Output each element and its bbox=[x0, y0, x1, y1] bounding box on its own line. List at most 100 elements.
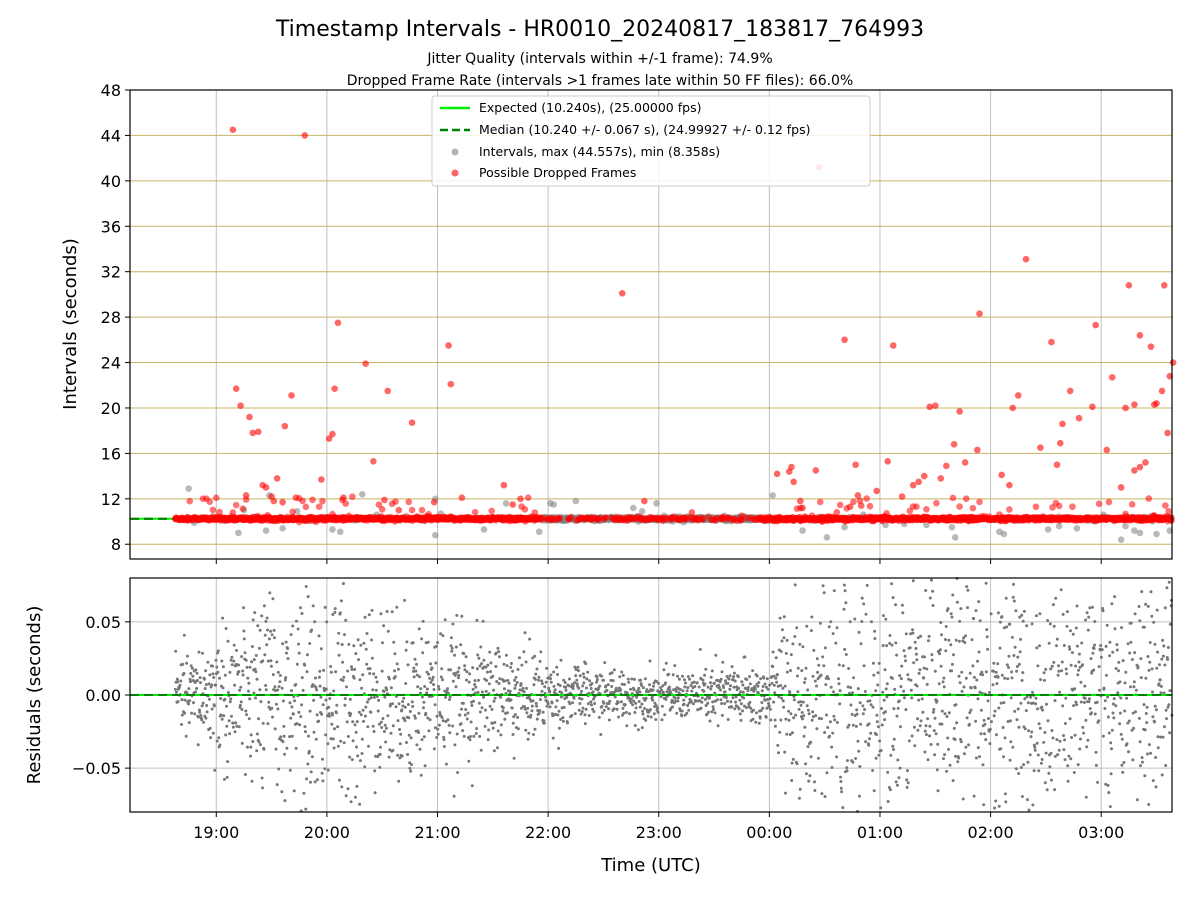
intervals-y-tick-label: 48 bbox=[101, 81, 121, 100]
residual-point bbox=[398, 742, 402, 746]
residual-point bbox=[353, 667, 357, 671]
residual-point bbox=[333, 727, 336, 731]
residual-point bbox=[385, 610, 389, 613]
residual-point bbox=[730, 665, 734, 669]
residual-point bbox=[792, 698, 796, 702]
residual-point bbox=[348, 755, 352, 759]
residual-point bbox=[580, 689, 583, 693]
residual-point bbox=[774, 676, 778, 680]
residual-point bbox=[607, 718, 611, 722]
legend-dropped-swatch bbox=[451, 169, 459, 177]
interval-point bbox=[1122, 522, 1129, 530]
dropped-frame-point bbox=[1009, 404, 1017, 412]
residual-point bbox=[767, 704, 771, 708]
residual-point bbox=[893, 687, 897, 691]
residual-point bbox=[532, 733, 535, 736]
residual-point bbox=[886, 800, 890, 803]
interval-point bbox=[923, 521, 930, 529]
dropped-frame-point bbox=[923, 506, 930, 513]
residual-point bbox=[902, 649, 906, 653]
residual-point bbox=[768, 707, 772, 711]
residual-point bbox=[626, 677, 630, 681]
residual-point bbox=[197, 650, 201, 654]
residual-point bbox=[811, 710, 815, 714]
residual-point bbox=[230, 714, 233, 718]
dropped-frame-point bbox=[349, 493, 356, 500]
residual-point bbox=[345, 720, 349, 724]
residual-point bbox=[691, 674, 695, 678]
residual-point bbox=[860, 596, 864, 600]
residual-point bbox=[327, 705, 331, 709]
residual-point bbox=[793, 583, 797, 587]
residual-point bbox=[720, 670, 724, 674]
residual-point bbox=[490, 707, 494, 711]
residual-point bbox=[723, 702, 727, 705]
residual-point bbox=[757, 681, 761, 684]
residual-point bbox=[524, 660, 528, 664]
residual-point bbox=[183, 698, 187, 702]
residual-point bbox=[858, 765, 862, 768]
residual-point bbox=[480, 690, 484, 694]
residual-point bbox=[183, 711, 187, 715]
residual-point bbox=[355, 784, 359, 788]
dropped-frame-point bbox=[405, 498, 413, 506]
residual-point bbox=[638, 705, 642, 709]
residual-point bbox=[495, 680, 499, 683]
residual-point bbox=[240, 655, 244, 659]
residual-point bbox=[272, 628, 276, 632]
residual-point bbox=[417, 627, 421, 631]
residual-point bbox=[913, 744, 917, 748]
residual-point bbox=[175, 677, 179, 681]
residual-point bbox=[516, 715, 520, 719]
residual-point bbox=[352, 676, 356, 680]
residual-point bbox=[237, 670, 241, 674]
residual-point bbox=[673, 696, 677, 700]
residual-point bbox=[725, 699, 729, 703]
residual-point bbox=[785, 638, 789, 642]
residual-point bbox=[428, 676, 432, 680]
dropped-frame-point bbox=[1092, 321, 1099, 329]
residual-point bbox=[708, 719, 712, 723]
dropped-frame-point bbox=[816, 498, 824, 506]
residual-point bbox=[602, 701, 606, 705]
residual-point bbox=[864, 612, 868, 616]
residual-point bbox=[446, 687, 449, 691]
dropped-frame-point bbox=[430, 498, 438, 506]
residual-point bbox=[271, 673, 275, 677]
residual-point bbox=[263, 653, 267, 657]
dropped-frame-point bbox=[315, 503, 323, 510]
residual-point bbox=[202, 677, 206, 681]
dropped-frame-point bbox=[961, 459, 969, 466]
residual-point bbox=[383, 723, 387, 727]
residual-point bbox=[791, 642, 795, 646]
residual-point bbox=[481, 619, 485, 623]
residual-point bbox=[373, 769, 377, 773]
residual-point bbox=[839, 780, 843, 783]
residual-point bbox=[598, 684, 602, 688]
residual-point bbox=[726, 681, 730, 685]
interval-point bbox=[1153, 530, 1160, 538]
residual-point bbox=[371, 724, 375, 728]
residual-point bbox=[737, 686, 741, 690]
residual-point bbox=[610, 671, 614, 675]
residual-point bbox=[454, 685, 458, 689]
residual-point bbox=[914, 652, 918, 656]
residual-point bbox=[483, 724, 487, 728]
residual-point bbox=[739, 690, 743, 694]
residual-point bbox=[891, 744, 895, 748]
residual-point bbox=[426, 640, 430, 644]
residual-point bbox=[646, 714, 650, 718]
residual-point bbox=[455, 613, 459, 617]
residual-point bbox=[900, 603, 904, 607]
residual-point bbox=[625, 724, 629, 728]
dropped-frame-point bbox=[270, 497, 278, 505]
residual-point bbox=[478, 735, 482, 738]
residual-point bbox=[611, 679, 615, 683]
dropped-frame-point bbox=[301, 132, 309, 139]
dropped-frame-point bbox=[1122, 510, 1129, 518]
residual-point bbox=[460, 614, 464, 618]
residual-point bbox=[783, 750, 787, 754]
residual-point bbox=[379, 745, 382, 749]
residual-point bbox=[890, 643, 894, 647]
dropped-frame-point bbox=[602, 514, 610, 521]
